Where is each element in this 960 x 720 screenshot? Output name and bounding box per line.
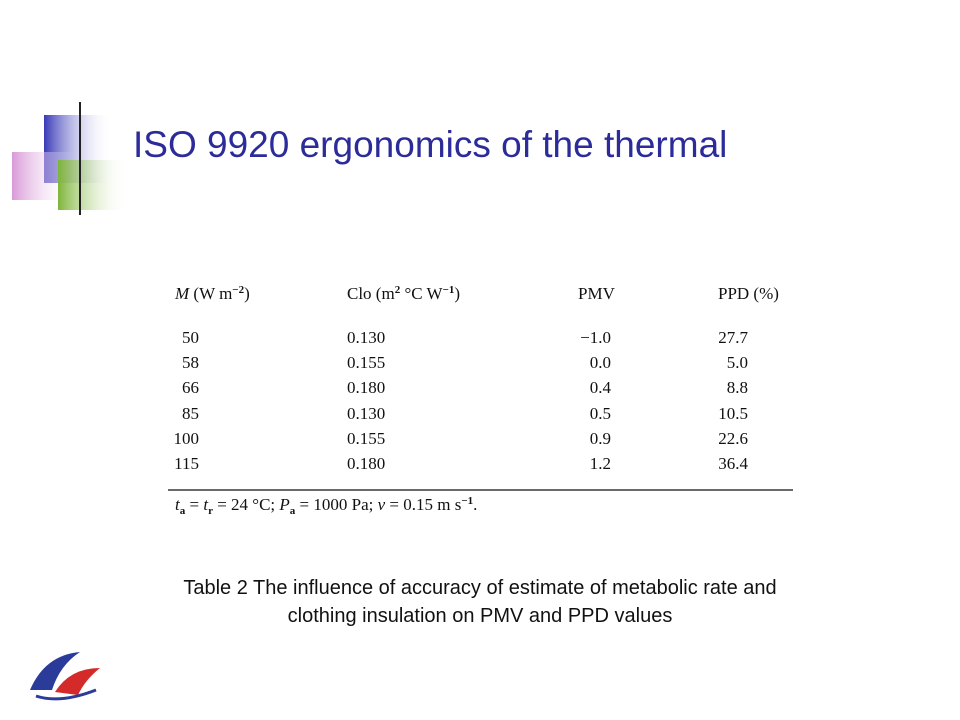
slide-title: ISO 9920 ergonomics of the thermal	[133, 124, 728, 165]
logo	[30, 652, 100, 701]
text-run: )	[244, 284, 250, 303]
text-run: PMV	[578, 284, 615, 303]
text-run: Clo (m	[347, 284, 395, 303]
text-run: −1	[442, 284, 455, 296]
text-run: t	[175, 495, 180, 514]
table-cell: 36.4	[718, 454, 748, 473]
table-cell: 66	[182, 378, 199, 398]
table-cell: 0.130	[347, 328, 386, 347]
text-run: −2	[232, 284, 245, 296]
table-cell: 0.4	[589, 378, 611, 398]
text-run: M	[175, 284, 190, 303]
column-header: Clo (m2 °C W−1)	[347, 284, 460, 304]
table-cell: 0.155	[347, 353, 386, 373]
text-run: −1	[461, 495, 474, 507]
text-run: =	[185, 495, 204, 514]
table-cell: 27.7	[718, 328, 748, 347]
table-cell: 100	[173, 428, 200, 448]
table-cell: 8.8	[726, 378, 748, 398]
caption-line: Table 2 The influence of accuracy of est…	[183, 577, 777, 599]
text-run: PPD (%)	[718, 284, 779, 303]
table-footnote: ta = tr = 24 °C; Pa = 1000 Pa; v = 0.15 …	[175, 495, 477, 517]
text-run: 2	[394, 284, 401, 296]
text-run: = 24 °C;	[212, 495, 280, 514]
column-header: M (W m−2)	[175, 284, 250, 304]
table-cell: 0.180	[347, 378, 386, 398]
text-run: P	[279, 495, 290, 514]
square	[58, 160, 128, 210]
text-run: )	[454, 284, 461, 303]
table-cell: 0.0	[589, 353, 611, 373]
text-run: = 0.15 m s	[385, 495, 462, 514]
column-header: PMV	[578, 284, 615, 304]
table-cell: 0.130	[347, 403, 386, 423]
text-run: r	[208, 505, 213, 517]
text-run: °C W	[400, 284, 443, 303]
table-cell: 85	[182, 403, 199, 423]
text-run: = 1000 Pa;	[295, 495, 378, 514]
table-cell: 0.5	[589, 403, 611, 423]
text-run: .	[473, 495, 478, 514]
text-run: v	[377, 495, 386, 514]
table-cell: 0.155	[347, 428, 386, 448]
table-cell: 58	[182, 353, 199, 373]
text-run: a	[289, 505, 296, 517]
table-cell: 5.0	[726, 353, 748, 373]
text-run: t	[203, 495, 209, 514]
table-cell: 115	[174, 454, 199, 473]
table-cell: 50	[182, 328, 199, 347]
column-header: PPD (%)	[718, 284, 779, 304]
table-cell: 0.9	[589, 428, 611, 448]
table-cell: −1.0	[580, 328, 611, 347]
text-run: (W m	[189, 284, 233, 303]
text-run: a	[179, 505, 186, 517]
table-cell: 22.6	[718, 428, 748, 448]
table-cell: 0.180	[347, 454, 386, 473]
table-cell: 10.5	[718, 403, 748, 423]
table-cell: 1.2	[589, 454, 611, 473]
caption-line: clothing insulation on PMV and PPD value…	[287, 605, 673, 627]
